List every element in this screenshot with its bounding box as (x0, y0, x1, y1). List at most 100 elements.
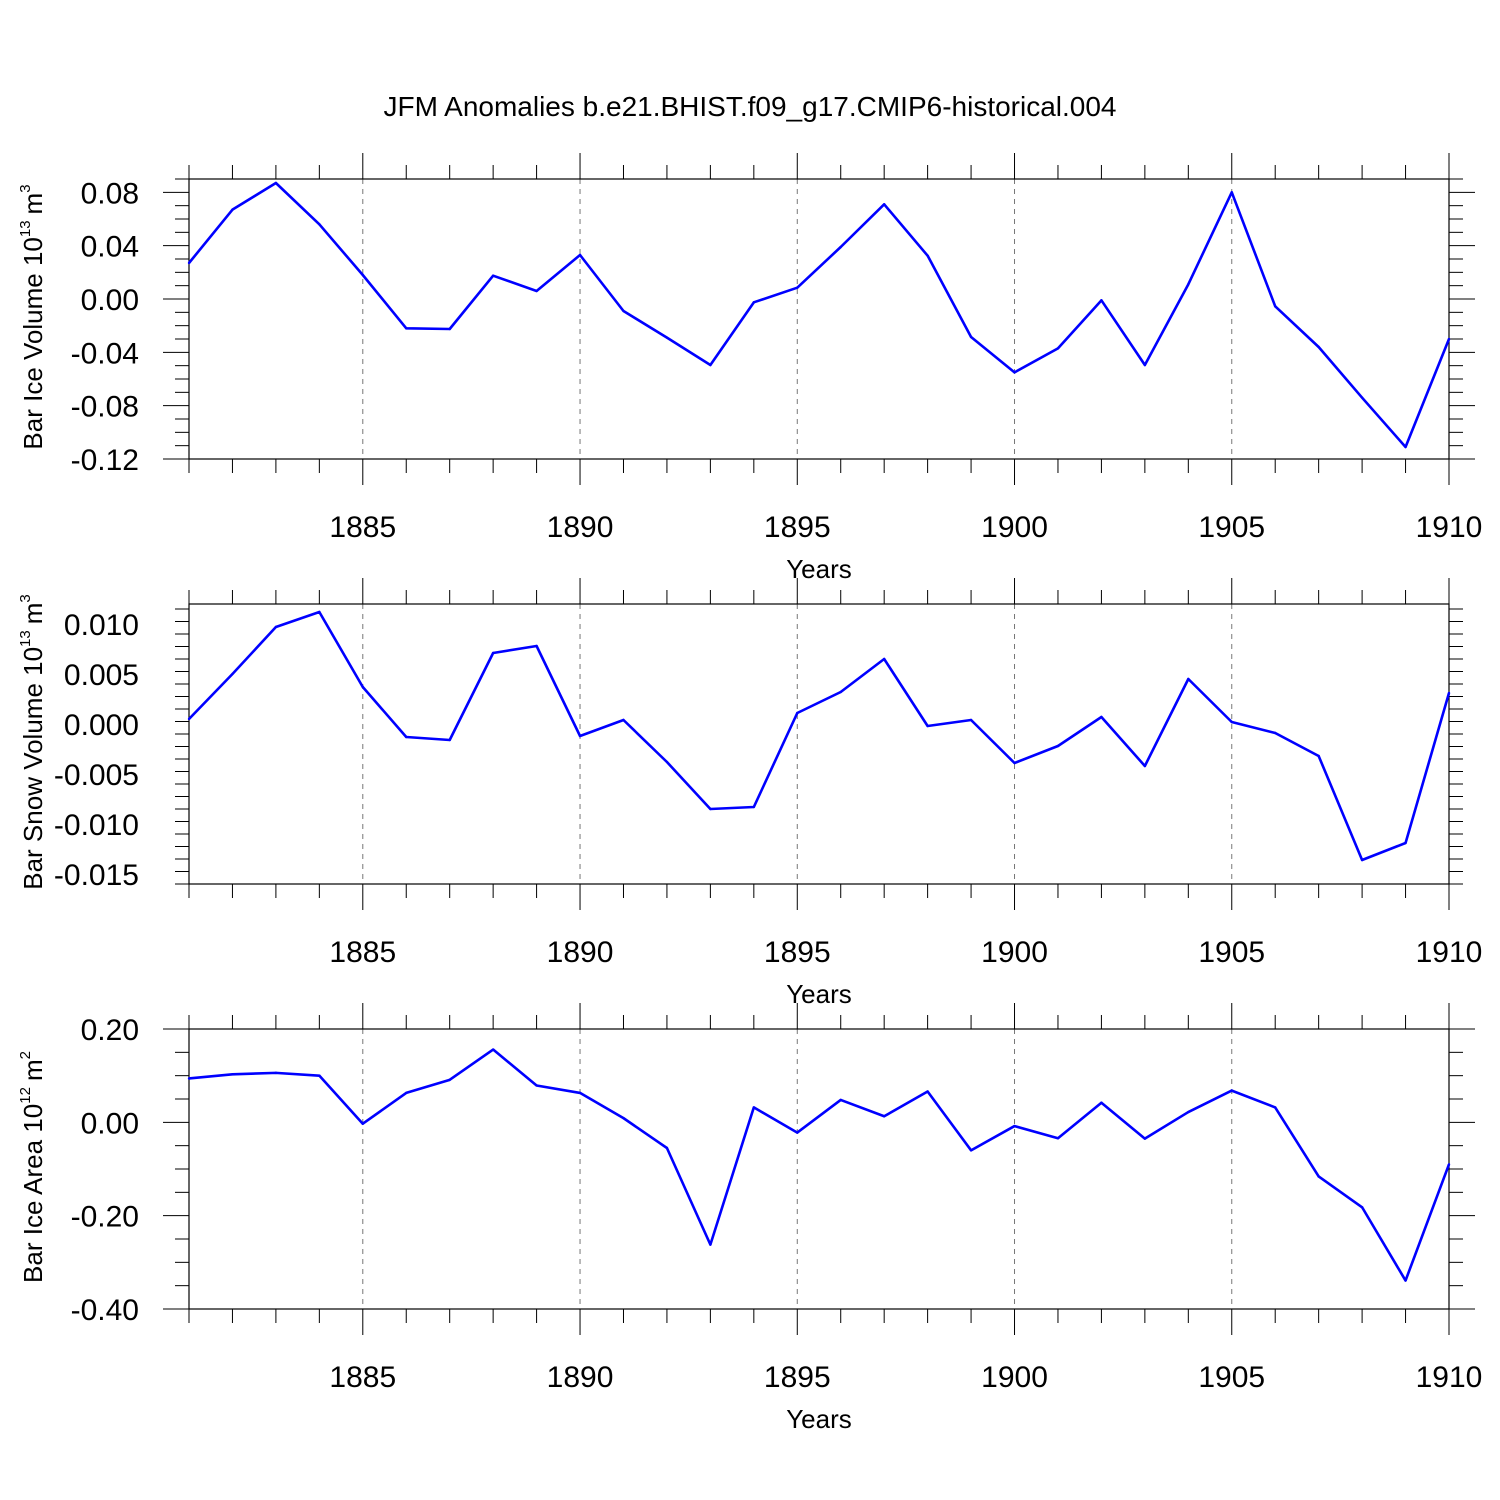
x-tick-label: 1910 (1416, 1361, 1483, 1394)
data-point (1100, 1101, 1103, 1104)
y-axis-title-main: Bar Ice Area 10 (18, 1104, 48, 1283)
data-point (318, 1074, 321, 1077)
y-axis-title-unit-exponent: 3 (17, 594, 34, 602)
x-tick-label: 1890 (547, 511, 614, 544)
y-tick-label: 0.000 (64, 709, 139, 742)
y-axis-title-main: Bar Snow Volume 10 (18, 647, 48, 890)
data-point (1100, 299, 1103, 302)
data-point (839, 245, 842, 249)
data-point (274, 181, 278, 185)
y-axis-title: Bar Snow Volume 1013 m3 (17, 594, 48, 890)
data-point (796, 1131, 799, 1134)
data-point (882, 203, 886, 206)
x-tick-label: 1890 (547, 936, 614, 969)
y-tick-label: -0.20 (71, 1201, 139, 1234)
data-point (361, 273, 364, 277)
panel-ice-area: -0.40 -0.20 0.00 0.20 1885 1890 1895 1900 1905 19… (17, 1003, 1482, 1434)
data-point (491, 1048, 495, 1051)
x-tick-label: 1895 (764, 511, 831, 544)
data-point (1404, 841, 1407, 845)
y-axis-title: Bar Ice Volume 1013 m3 (17, 184, 48, 449)
data-point (491, 274, 495, 277)
y-axis-title: Bar Ice Area 1012 m2 (17, 1051, 48, 1283)
data-point (1013, 371, 1016, 374)
data-point (1013, 761, 1016, 765)
y-tick-label: -0.40 (71, 1294, 139, 1327)
series-line-ice-volume (187, 181, 1451, 449)
data-point (535, 644, 538, 648)
data-point (709, 807, 712, 811)
data-point (1317, 754, 1320, 758)
data-point (448, 327, 451, 331)
y-tick-label: 0.005 (64, 659, 139, 692)
x-tick-label: 1885 (329, 1361, 396, 1394)
data-point (1230, 1089, 1233, 1092)
y-axis-title-unit: m (18, 1059, 48, 1081)
data-point (709, 1243, 712, 1246)
data-point (1317, 1175, 1320, 1178)
data-point (796, 711, 799, 715)
data-point (665, 336, 669, 339)
data-point (448, 1078, 451, 1082)
data-point (318, 610, 321, 614)
series-line-snow-volume (188, 610, 1451, 862)
data-point (1447, 691, 1451, 695)
data-point (535, 289, 538, 293)
data-point (1317, 345, 1320, 349)
y-tick-label: 0.08 (81, 177, 139, 210)
data-point (405, 327, 408, 330)
x-tick-label: 1895 (764, 1361, 831, 1394)
data-point (1056, 347, 1060, 350)
data-point (1447, 337, 1451, 341)
data-point (187, 261, 191, 265)
plot-frame (188, 603, 1450, 885)
y-tick-label: -0.015 (54, 859, 139, 892)
data-point (1447, 1163, 1451, 1166)
series-line-ice-area (188, 1048, 1451, 1282)
data-point (969, 1149, 973, 1152)
y-axis-title-unit: m (18, 193, 48, 215)
x-tick-label: 1900 (981, 936, 1048, 969)
data-point (1274, 305, 1277, 308)
data-point (622, 1116, 625, 1120)
y-axis-title-unit-exponent: 3 (17, 184, 34, 192)
data-point (839, 690, 842, 694)
y-tick-label: 0.20 (81, 1014, 139, 1047)
data-point (926, 1090, 929, 1093)
data-point (1143, 764, 1147, 768)
data-point (709, 363, 712, 367)
y-tick-label: 0.04 (81, 231, 139, 264)
y-axis-title-exponent: 13 (17, 630, 34, 647)
y-tick-label: -0.08 (71, 391, 139, 424)
data-point (1056, 744, 1060, 748)
data-point (665, 760, 669, 764)
data-point (752, 301, 756, 304)
data-point (1274, 1106, 1277, 1109)
data-point (361, 685, 364, 689)
y-axis-title-exponent: 12 (17, 1087, 34, 1104)
x-tick-label: 1910 (1416, 511, 1483, 544)
x-tick-label: 1905 (1198, 1361, 1265, 1394)
chart-title: JFM Anomalies b.e21.BHIST.f09_g17.CMIP6-… (383, 91, 1116, 122)
data-point (926, 254, 929, 257)
data-point (405, 735, 408, 739)
data-point (1404, 445, 1407, 449)
data-point (187, 717, 191, 721)
y-tick-label: 0.00 (81, 284, 139, 317)
data-point (274, 625, 278, 629)
data-point (1360, 858, 1364, 862)
data-point (578, 253, 582, 257)
chart-panels: -0.12 -0.08 -0.04 0.00 0.04 0.08 1885 1890 1895 1… (17, 153, 1482, 1434)
y-axis-title-main: Bar Ice Volume 10 (18, 237, 48, 449)
data-point (448, 738, 451, 742)
x-tick-label: 1900 (981, 1361, 1048, 1394)
data-point (622, 309, 625, 313)
y-axis-title-unit: m (18, 603, 48, 625)
x-tick-label: 1895 (764, 936, 831, 969)
data-point (231, 208, 234, 211)
data-point (1187, 677, 1190, 681)
data-point (1143, 1137, 1147, 1140)
data-point (1230, 191, 1233, 194)
data-point (969, 335, 973, 339)
